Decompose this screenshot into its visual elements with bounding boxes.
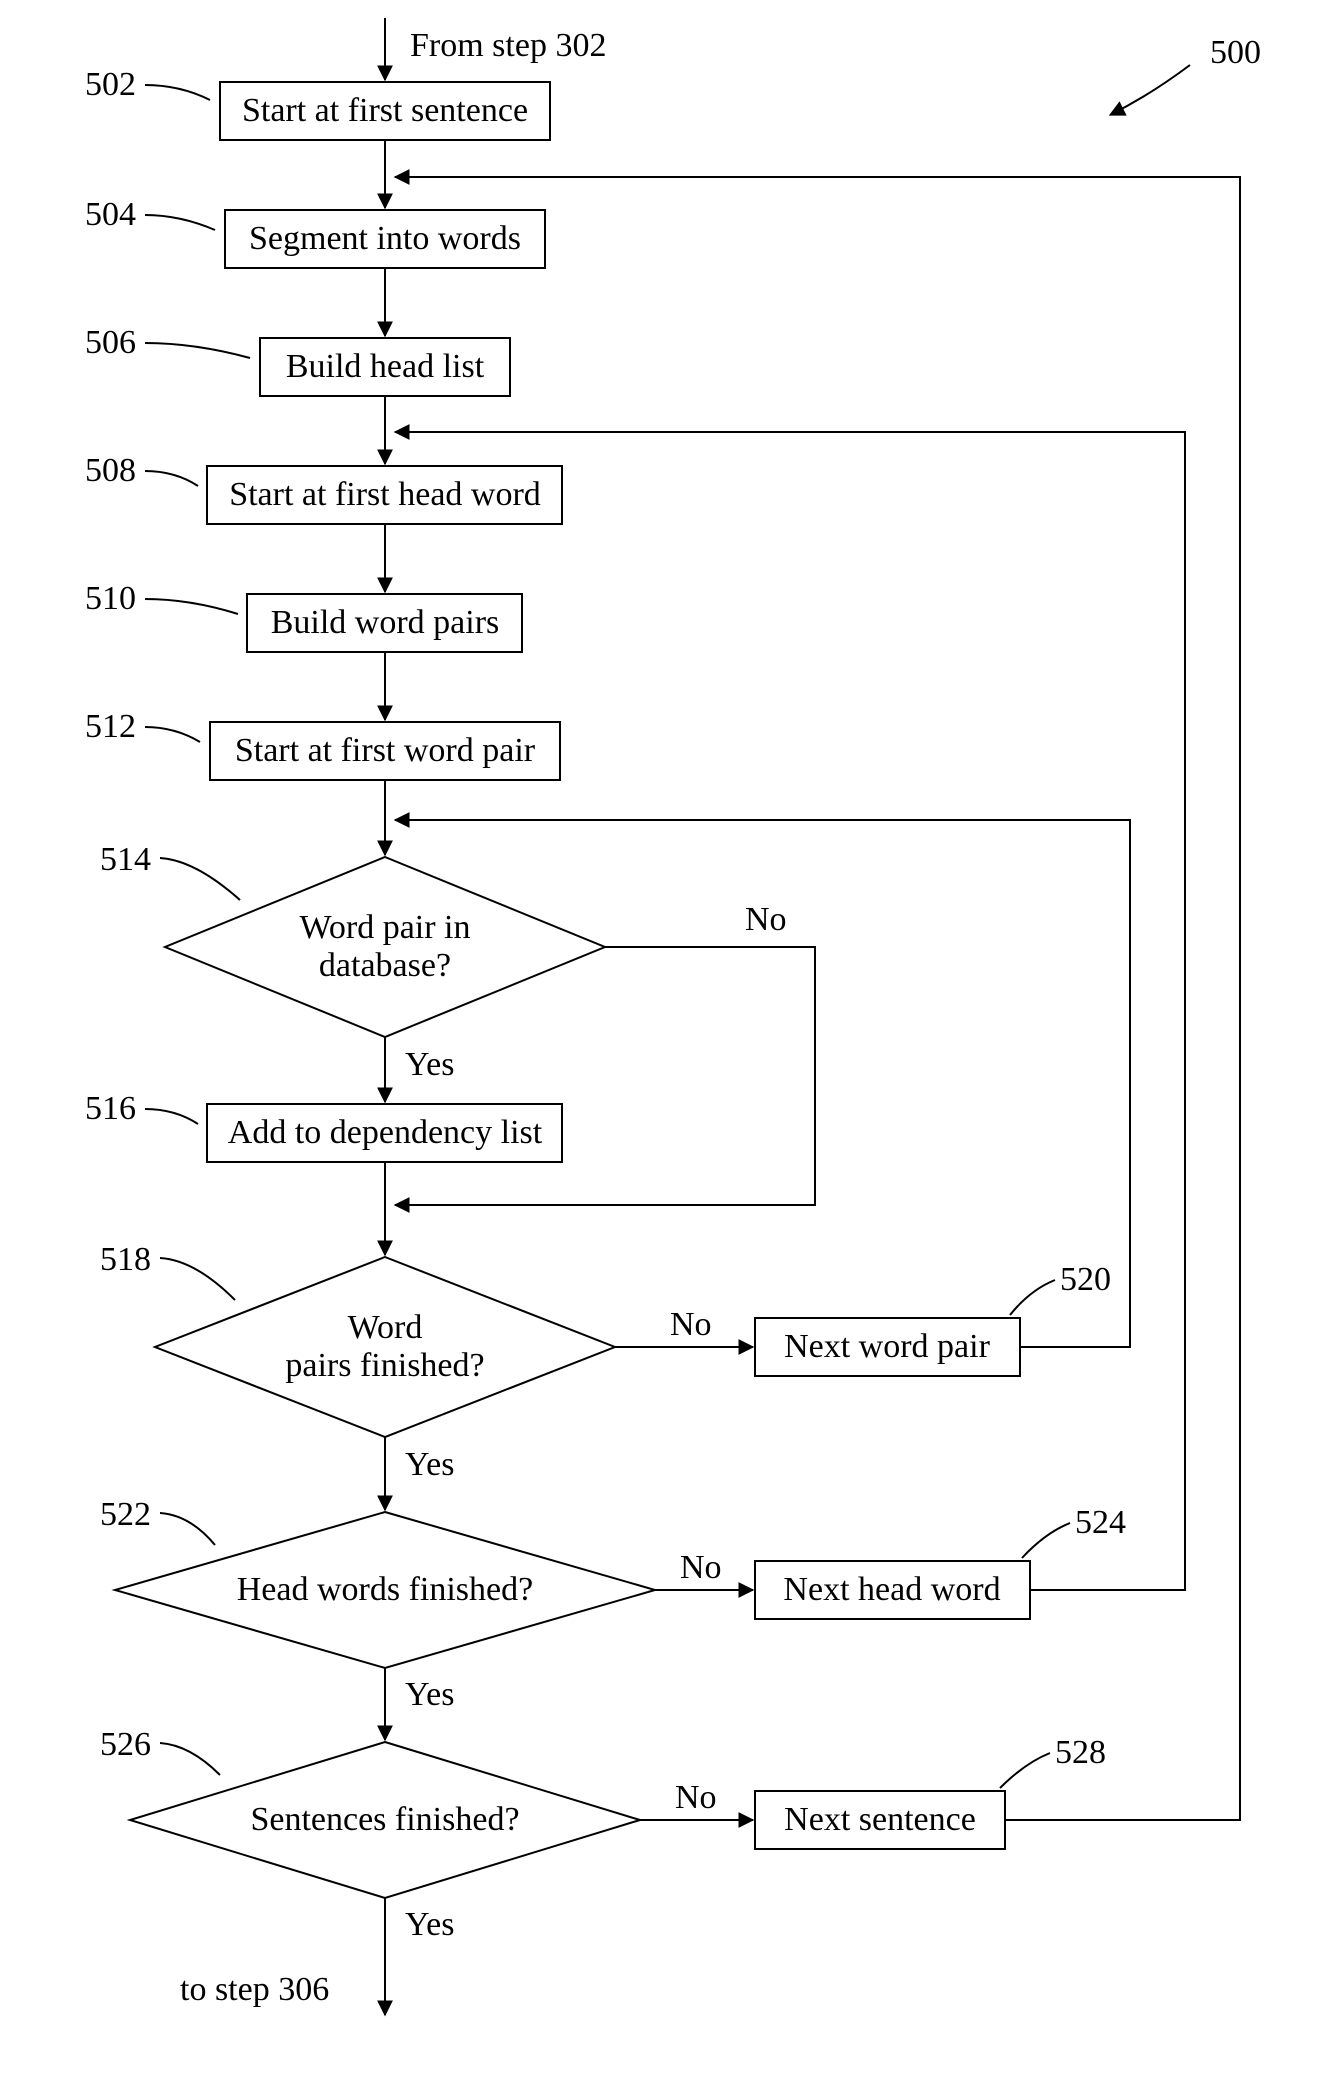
node-516-text: Add to dependency list bbox=[228, 1114, 543, 1151]
yes-514: Yes bbox=[405, 1046, 454, 1083]
yes-526: Yes bbox=[405, 1906, 454, 1943]
node-518: Word pairs finished? 518 bbox=[100, 1241, 615, 1437]
node-510: Build word pairs 510 bbox=[85, 580, 522, 652]
ref-528: 528 bbox=[1055, 1734, 1106, 1771]
ref-518: 518 bbox=[100, 1241, 151, 1278]
entry-label: From step 302 bbox=[410, 27, 606, 64]
ref-506: 506 bbox=[85, 324, 136, 361]
node-514-line2: database? bbox=[319, 947, 451, 984]
node-504-text: Segment into words bbox=[249, 220, 521, 257]
ref-514: 514 bbox=[100, 841, 151, 878]
yes-518: Yes bbox=[405, 1446, 454, 1483]
flowchart: 500 From step 302 Start at first sentenc… bbox=[0, 0, 1334, 2077]
node-526: Sentences finished? 526 bbox=[100, 1726, 640, 1898]
node-524-text: Next head word bbox=[783, 1571, 1000, 1608]
ref-504: 504 bbox=[85, 196, 136, 233]
entry: From step 302 bbox=[385, 18, 606, 80]
node-518-line2: pairs finished? bbox=[285, 1347, 484, 1384]
ref-516: 516 bbox=[85, 1090, 136, 1127]
node-514: Word pair in database? 514 bbox=[100, 841, 605, 1037]
node-508-text: Start at first head word bbox=[229, 476, 541, 513]
node-512: Start at first word pair 512 bbox=[85, 708, 560, 780]
ref-510: 510 bbox=[85, 580, 136, 617]
ref-522: 522 bbox=[100, 1496, 151, 1533]
node-520-text: Next word pair bbox=[784, 1328, 991, 1365]
node-524: Next head word 524 bbox=[755, 1504, 1126, 1619]
node-528: Next sentence 528 bbox=[755, 1734, 1106, 1849]
node-514-line1: Word pair in bbox=[300, 909, 471, 946]
node-504: Segment into words 504 bbox=[85, 196, 545, 268]
node-522-text: Head words finished? bbox=[237, 1571, 533, 1608]
ref-524: 524 bbox=[1075, 1504, 1126, 1541]
node-522: Head words finished? 522 bbox=[100, 1496, 655, 1668]
no-522: No bbox=[680, 1549, 722, 1586]
node-506: Build head list 506 bbox=[85, 324, 510, 396]
node-520: Next word pair 520 bbox=[755, 1261, 1111, 1376]
node-518-line1: Word bbox=[348, 1309, 423, 1346]
node-502: Start at first sentence 502 bbox=[85, 66, 550, 140]
ref-526: 526 bbox=[100, 1726, 151, 1763]
no-526: No bbox=[675, 1779, 717, 1816]
ref-502: 502 bbox=[85, 66, 136, 103]
node-508: Start at first head word 508 bbox=[85, 452, 562, 524]
ref-508: 508 bbox=[85, 452, 136, 489]
ref-512: 512 bbox=[85, 708, 136, 745]
yes-522: Yes bbox=[405, 1676, 454, 1713]
ref-520: 520 bbox=[1060, 1261, 1111, 1298]
no-514: No bbox=[745, 901, 787, 938]
node-510-text: Build word pairs bbox=[271, 604, 500, 641]
node-516: Add to dependency list 516 bbox=[85, 1090, 562, 1162]
exit-label: to step 306 bbox=[180, 1971, 329, 2008]
node-506-text: Build head list bbox=[286, 348, 485, 385]
figure-ref: 500 bbox=[1110, 34, 1261, 115]
no-518: No bbox=[670, 1306, 712, 1343]
node-502-text: Start at first sentence bbox=[242, 92, 528, 129]
node-526-text: Sentences finished? bbox=[250, 1801, 519, 1838]
node-512-text: Start at first word pair bbox=[235, 732, 536, 769]
figure-ref-label: 500 bbox=[1210, 34, 1261, 71]
node-528-text: Next sentence bbox=[784, 1801, 976, 1838]
